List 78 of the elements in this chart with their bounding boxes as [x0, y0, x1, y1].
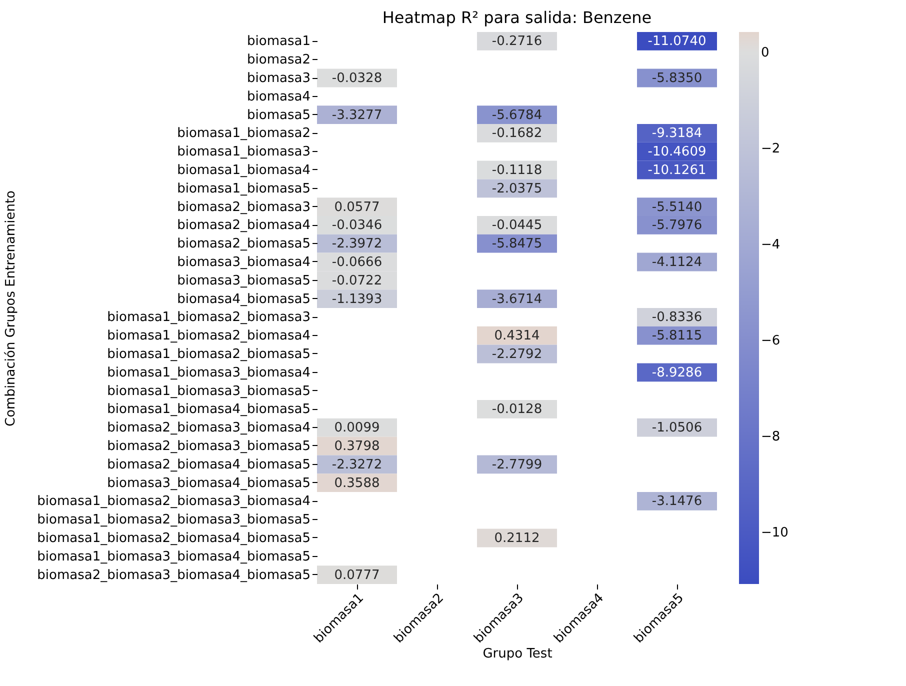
- y-tick-label: biomasa1_biomasa2_biomasa3_biomasa5: [37, 512, 310, 528]
- data-label: -5.8115: [652, 328, 702, 344]
- color-bar-label: −2: [761, 142, 780, 157]
- y-tick-label: biomasa3_biomasa4_biomasa5: [107, 476, 310, 491]
- y-tick-label: biomasa2: [247, 52, 310, 68]
- data-label: -2.2792: [492, 347, 542, 362]
- data-label: -0.0346: [332, 218, 382, 234]
- y-tick-label: biomasa1_biomasa3_biomasa4_biomasa5: [37, 549, 310, 564]
- y-tick-label: biomasa1_biomasa5: [177, 181, 310, 196]
- y-tick-label: biomasa2_biomasa3_biomasa4_biomasa5: [37, 568, 310, 583]
- data-label: -0.1682: [492, 126, 542, 142]
- data-label: -0.0445: [492, 218, 542, 234]
- y-tick-label: biomasa1_biomasa3_biomasa5: [107, 384, 310, 399]
- y-tick-label: biomasa2_biomasa4_biomasa5: [107, 457, 310, 472]
- data-label: -5.8350: [652, 71, 702, 86]
- data-label: 0.4314: [494, 328, 540, 344]
- data-label: -5.8475: [492, 236, 542, 252]
- y-tick-label: biomasa4: [247, 89, 310, 104]
- y-tick-label: biomasa3_biomasa5: [177, 273, 310, 288]
- data-label: -10.1261: [648, 163, 706, 178]
- data-label: -3.1476: [652, 494, 702, 510]
- y-tick-label: biomasa2_biomasa3_biomasa5: [107, 439, 310, 454]
- y-tick-label: biomasa1_biomasa2_biomasa5: [107, 347, 310, 362]
- y-tick-label: biomasa1: [247, 34, 310, 50]
- data-label: -0.8336: [652, 310, 702, 326]
- data-label: -2.3972: [332, 236, 382, 252]
- data-label: -0.2716: [492, 34, 542, 50]
- data-label: 0.3798: [334, 439, 380, 454]
- y-tick-label: biomasa1_biomasa4: [177, 163, 310, 178]
- data-label: -5.5140: [652, 200, 702, 215]
- y-tick-label: biomasa2_biomasa3_biomasa4: [107, 420, 310, 436]
- data-label: 0.0577: [334, 200, 380, 215]
- y-tick-label: biomasa2_biomasa4: [177, 218, 310, 234]
- y-tick-label: biomasa1_biomasa3: [177, 144, 310, 160]
- y-tick-label: biomasa4_biomasa5: [177, 292, 310, 307]
- y-tick-label: biomasa2_biomasa5: [177, 236, 310, 252]
- color-bar-label: 0: [761, 46, 770, 61]
- data-label: -3.3277: [332, 108, 382, 123]
- y-axis-title: Combinación Grupos Entrenamiento: [4, 190, 18, 426]
- color-bar-label: −4: [761, 238, 780, 253]
- chart-title: Heatmap R² para salida: Benzene: [382, 8, 652, 27]
- y-tick-label: biomasa1_biomasa2: [177, 126, 310, 142]
- data-label: -0.0666: [332, 255, 382, 270]
- y-tick-label: biomasa1_biomasa4_biomasa5: [107, 402, 310, 418]
- y-tick-label: biomasa5: [247, 108, 310, 123]
- y-tick-label: biomasa1_biomasa2_biomasa4: [107, 328, 310, 344]
- color-bar-label: −6: [761, 334, 780, 349]
- data-label: 0.0099: [334, 420, 380, 436]
- y-tick-label: biomasa2_biomasa3: [177, 200, 310, 215]
- data-label: -4.1124: [652, 255, 702, 270]
- data-label: -0.0722: [332, 273, 382, 288]
- data-label: 0.0777: [334, 568, 380, 583]
- data-label: -9.3184: [652, 126, 702, 142]
- color-bar-label: −8: [761, 430, 780, 445]
- data-label: -1.1393: [332, 292, 382, 307]
- data-label: 0.2112: [494, 531, 540, 546]
- data-label: 0.3588: [334, 476, 380, 491]
- x-axis-title: Grupo Test: [482, 646, 552, 662]
- data-label: -2.0375: [492, 181, 542, 196]
- data-label: -2.7799: [492, 457, 542, 472]
- y-tick-label: biomasa3: [247, 71, 310, 86]
- y-tick-label: biomasa1_biomasa2_biomasa4_biomasa5: [37, 531, 310, 546]
- data-label: -0.1118: [492, 163, 542, 178]
- data-label: -10.4609: [648, 144, 706, 160]
- data-label: -5.7976: [652, 218, 702, 234]
- data-label: -8.9286: [652, 365, 702, 380]
- y-tick-label: biomasa1_biomasa2_biomasa3: [107, 310, 310, 326]
- data-label: -3.6714: [492, 292, 542, 307]
- data-label: -5.6784: [492, 108, 542, 123]
- data-label: -0.0128: [492, 402, 542, 418]
- y-tick-label: biomasa1_biomasa3_biomasa4: [107, 365, 310, 380]
- data-label: -11.0740: [648, 34, 706, 50]
- data-label: -0.0328: [332, 71, 382, 86]
- color-bar-label: −10: [761, 525, 788, 540]
- data-label: -1.0506: [652, 420, 702, 436]
- data-label: -2.3272: [332, 457, 382, 472]
- y-tick-label: biomasa3_biomasa4: [177, 255, 310, 270]
- y-tick-label: biomasa1_biomasa2_biomasa3_biomasa4: [37, 494, 310, 510]
